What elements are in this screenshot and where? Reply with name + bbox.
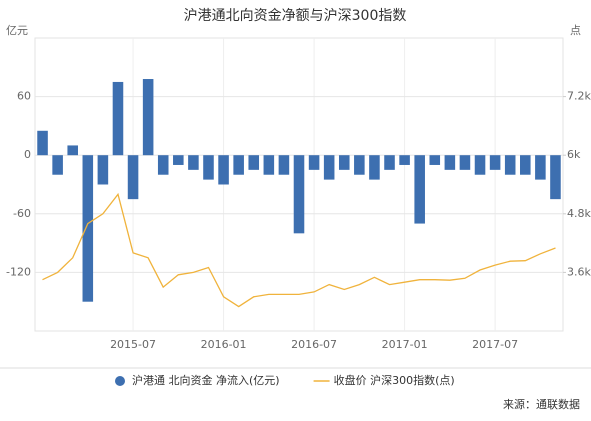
y2-tick-label: 4.8k (567, 207, 591, 220)
bar (142, 79, 154, 156)
y-tick-label: 0 (24, 148, 31, 161)
bar (248, 155, 260, 170)
y-unit: 亿元 (6, 24, 28, 37)
plot-area (34, 37, 564, 332)
bar (444, 155, 456, 170)
bar (218, 155, 229, 185)
y2-tick-label: 3.6k (567, 265, 591, 278)
bar (354, 155, 365, 175)
bar (338, 155, 350, 170)
bar (203, 155, 214, 180)
x-tick-label: 2017-07 (472, 338, 518, 351)
y-tick-label: -60 (13, 207, 31, 220)
bar (489, 155, 501, 170)
y-tick-label: -120 (6, 265, 31, 278)
source: 来源：通联数据 (503, 397, 580, 411)
bar (293, 155, 305, 234)
line (42, 192, 556, 308)
bar (429, 155, 441, 165)
bar (67, 145, 78, 156)
x-tick-label: 2015-07 (110, 338, 156, 351)
bar (384, 155, 395, 170)
x-tick-label: 2016-01 (201, 338, 247, 351)
bar (112, 81, 124, 156)
bar (233, 155, 244, 175)
y2-unit: 点 (570, 24, 581, 37)
legend-swatch (115, 376, 125, 386)
bar (37, 130, 48, 156)
bar (308, 155, 320, 170)
bar (263, 155, 275, 175)
bar (550, 155, 561, 200)
y2-tick-label: 7.2k (567, 90, 591, 103)
y2-tick-label: 6k (567, 148, 581, 161)
y-tick-label: 60 (17, 90, 31, 103)
bar (520, 155, 531, 175)
bar (504, 155, 516, 175)
bar (323, 155, 335, 180)
legend-label: 收盘价 沪深300指数(点) (334, 373, 455, 387)
bar (127, 155, 139, 200)
bar (414, 155, 425, 224)
bar (188, 155, 199, 170)
legend-label: 沪港通 北向资金 净流入(亿元) (132, 373, 280, 387)
chart-title: 沪港通北向资金净额与沪深300指数 (184, 8, 407, 24)
bar (535, 155, 546, 180)
bar (97, 155, 109, 185)
bar (459, 155, 471, 170)
bar (278, 155, 290, 175)
bar (369, 155, 380, 180)
bar (157, 155, 169, 175)
bar (399, 155, 410, 165)
bar (173, 155, 184, 165)
bar (52, 155, 63, 175)
bar (474, 155, 486, 175)
x-tick-label: 2017-01 (382, 338, 428, 351)
x-tick-label: 2016-07 (291, 338, 337, 351)
bar (82, 155, 94, 302)
